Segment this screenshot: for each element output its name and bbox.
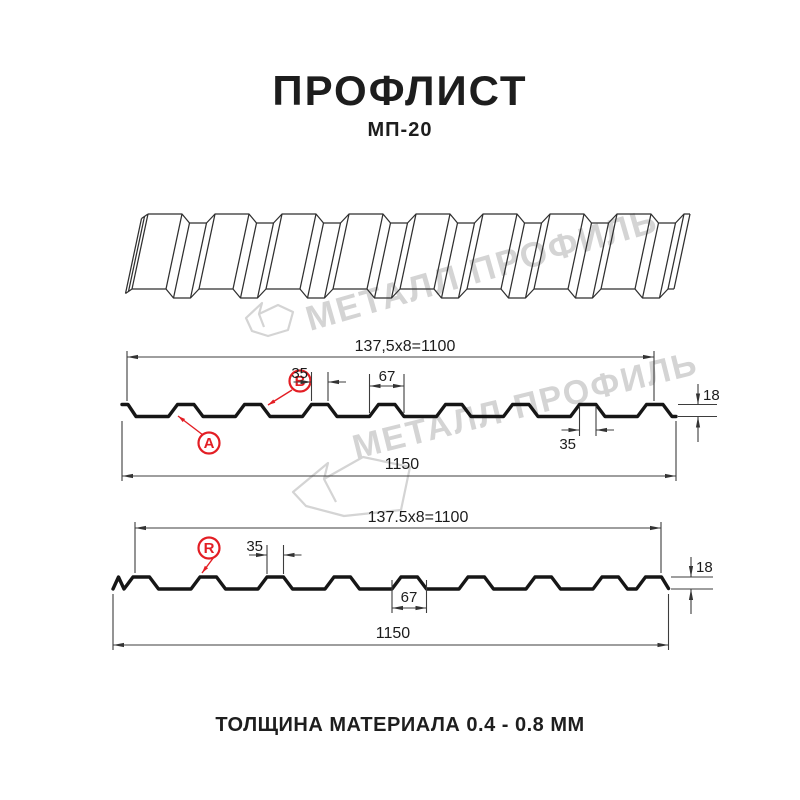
sheet-3d-crease-line [567,213,585,290]
sheet-3d-crease-line [127,216,146,292]
sheet-3d-crease-line [524,222,543,299]
dim-rib-top: 35 [246,538,302,574]
dim-label-module: 137,5x8=1100 [355,338,456,355]
sheet-3d-crease-line [658,222,677,299]
sheet-3d-crease-line [131,213,149,290]
sheet-3d-crease-line [591,222,610,299]
sheet-3d-crease-line [332,213,350,290]
dim-label-rib-top-bottom: 35 [559,436,576,453]
sheet-3d-crease-line [306,222,325,299]
marker-r-label: R [204,540,215,557]
sheet-3d-rib-lines [124,213,691,299]
sheet-3d-crease-line [366,213,384,290]
brand-logo-icon [291,455,412,518]
sheet-3d-crease-line [634,213,652,290]
sheet-3d-crease-line [500,213,518,290]
dim-rib-top-bottom: 35 [559,406,614,453]
sheet-3d-crease-line [399,213,417,290]
sheet-3d-view [124,213,691,299]
sheet-3d-crease-line [299,213,317,290]
sheet-3d-far-edge [148,213,690,224]
dim-rib-base: 67 [368,368,405,413]
sheet-3d-crease-line [141,213,149,220]
material-thickness-note: ТОЛЩИНА МАТЕРИАЛА 0.4 - 0.8 ММ [215,714,584,736]
header: ПРОФЛИСТ МП-20 [272,67,527,141]
cross-section-bottom: 137.5x8=1100 R 35 67 [111,509,713,650]
dim-label-height: 18 [696,559,713,576]
dim-module-width: 137.5x8=1100 [134,509,662,573]
marker-a: A [177,415,221,455]
dim-label-height: 18 [703,387,720,404]
watermark-upper: МЕТАЛЛ ПРОФИЛЬ [244,201,662,339]
sheet-3d-crease-line [507,222,526,299]
sheet-3d-crease-line [641,222,660,299]
dim-label-rib-base: 67 [401,589,418,606]
sheet-3d-crease-line [533,213,551,290]
dim-label-rib-base: 67 [379,368,396,385]
marker-a-label: A [204,435,215,452]
watermark-lower: МЕТАЛЛ ПРОФИЛЬ [291,344,702,518]
dim-height: 18 [678,384,720,442]
page-subtitle: МП-20 [368,119,433,141]
dim-label-overall: 1150 [385,456,420,473]
marker-r: R [197,536,221,574]
sheet-3d-crease-line [466,213,484,290]
sheet-3d-crease-line [125,288,133,295]
sheet-3d-crease-line [667,213,685,290]
sheet-3d-crease-line [373,222,392,299]
sheet-3d-crease-line [239,222,258,299]
sheet-3d-crease-line [189,222,208,299]
sheet-3d-crease-line [124,218,143,294]
brand-logo-icon [244,301,295,338]
dim-rib-top: 35 [291,365,346,401]
sheet-3d-crease-line [440,222,459,299]
sheet-3d-crease-line [198,213,216,290]
dim-label-overall: 1150 [376,625,411,642]
dim-label-rib-top: 35 [291,365,308,382]
profile-outline [120,402,678,419]
sheet-3d-crease-line [673,213,691,290]
dim-rib-base: 67 [391,580,428,613]
sheet-3d-crease-line [433,213,451,290]
profile-outline [111,575,671,591]
page-title: ПРОФЛИСТ [272,67,527,114]
sheet-3d-crease-line [574,222,593,299]
sheet-3d-crease-line [265,213,283,290]
dim-overall-width: 1150 [121,421,677,481]
dim-height: 18 [671,557,713,614]
dim-overall-width: 1150 [112,594,670,650]
sheet-3d-crease-line [256,222,275,299]
dim-module-width: 137,5x8=1100 [126,338,655,401]
dim-label-rib-top: 35 [246,538,263,555]
sheet-3d-crease-line [390,222,409,299]
dim-label-module: 137.5x8=1100 [368,509,469,526]
sheet-3d-crease-line [323,222,342,299]
cross-section-top: 137,5x8=1100 B A 35 67 [120,338,720,481]
sheet-3d-near-edge [132,288,674,299]
sheet-3d-crease-line [600,213,618,290]
sheet-3d-crease-line [232,213,250,290]
sheet-3d-crease-line [165,213,183,290]
sheet-3d-crease-line [457,222,476,299]
sheet-3d-crease-line [172,222,191,299]
